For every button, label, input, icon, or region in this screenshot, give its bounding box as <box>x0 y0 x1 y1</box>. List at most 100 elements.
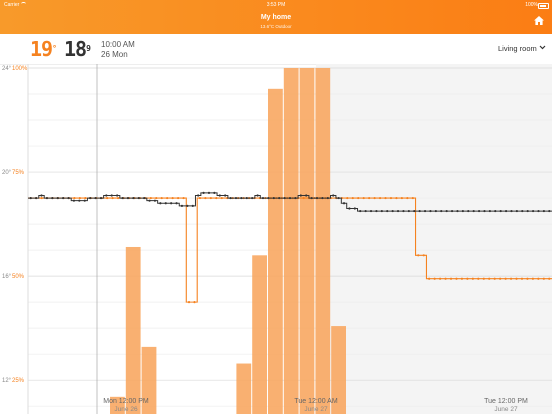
measured-point <box>94 196 97 200</box>
measured-point <box>240 196 243 200</box>
setpoint-point <box>177 196 180 200</box>
setpoint-point <box>477 277 480 280</box>
setpoint-point <box>149 196 152 200</box>
setpoint-point <box>444 277 447 280</box>
setpoint-point <box>400 196 403 200</box>
temperature-history-chart[interactable]: 24° 100%20° 75%16° 50%12° 25% Mon 12:00 PMJu… <box>0 64 552 414</box>
setpoint-point <box>433 277 436 280</box>
measured-point <box>526 209 529 213</box>
measured-point <box>531 209 535 213</box>
measured-point <box>472 209 475 213</box>
measured-point <box>218 194 221 197</box>
measured-point <box>40 194 43 197</box>
setpoint-point <box>389 196 393 200</box>
setpoint-point <box>449 277 453 280</box>
measured-point <box>105 194 108 197</box>
measured-point <box>202 191 205 194</box>
measured-point <box>132 196 135 200</box>
measured-point <box>35 196 38 200</box>
measured-point <box>164 202 167 205</box>
app-header <box>0 0 552 34</box>
setpoint-temperature[interactable]: 19° <box>30 37 57 61</box>
measured-point <box>213 191 216 194</box>
measured-point <box>159 202 162 205</box>
current-temperature: 189 <box>64 37 91 61</box>
room-selector-label[interactable]: Living room <box>498 44 537 53</box>
measured-point <box>234 196 238 200</box>
measured-point <box>359 209 362 213</box>
setpoint-point <box>215 196 218 200</box>
measured-point <box>450 209 454 213</box>
measured-point <box>521 209 524 213</box>
measured-point <box>207 191 211 194</box>
x-tick-label: Tue 12:00 PM <box>484 398 528 405</box>
setpoint-point <box>204 196 207 200</box>
measured-point <box>148 199 151 202</box>
measured-point <box>89 196 92 200</box>
measured-point <box>483 209 486 213</box>
x-tick-label: Tue 12:00 AM <box>294 398 337 405</box>
setpoint-point <box>493 277 496 280</box>
heating-bars <box>110 68 346 414</box>
measured-point <box>78 199 81 202</box>
heating-bar <box>141 346 157 414</box>
measured-point <box>342 202 346 205</box>
x-tick-label: Mon 12:00 PM <box>103 398 149 405</box>
setpoint-point <box>460 277 464 280</box>
measured-point <box>445 209 448 213</box>
setpoint-point <box>187 301 191 304</box>
measured-point <box>110 194 113 197</box>
measured-point <box>72 199 76 202</box>
measured-point <box>175 202 178 205</box>
measured-point <box>380 209 383 213</box>
measured-point <box>294 196 297 200</box>
measured-point <box>315 196 319 200</box>
measured-point <box>477 209 481 213</box>
status-battery-text: 100% <box>525 2 538 8</box>
setpoint-point <box>428 277 431 280</box>
y-tick-label-temp: 16° <box>2 274 12 280</box>
setpoint-point <box>378 196 382 200</box>
setpoint-point <box>171 196 174 200</box>
measured-point <box>137 196 140 200</box>
status-carrier: Carrier <box>4 2 27 8</box>
setpoint-point <box>373 196 376 200</box>
heating-bar <box>236 363 252 414</box>
setpoint-point <box>499 277 502 280</box>
setpoint-point <box>368 196 371 200</box>
setpoint-point <box>193 301 196 304</box>
setpoint-point <box>542 277 545 280</box>
measured-point <box>261 196 265 200</box>
y-tick-label-percent: 50% <box>12 274 25 280</box>
measured-point <box>413 209 416 213</box>
measured-point <box>321 196 324 200</box>
chevron-down-icon[interactable] <box>539 44 546 51</box>
measured-point <box>288 196 292 200</box>
setpoint-point <box>73 196 76 200</box>
wifi-icon <box>21 2 27 6</box>
setpoint-point <box>160 196 163 200</box>
measured-point <box>51 196 54 200</box>
measured-point <box>434 209 437 213</box>
setpoint-point <box>116 196 120 200</box>
setpoint-point <box>471 277 474 280</box>
setpoint-point <box>509 277 513 280</box>
setpoint-point <box>482 277 485 280</box>
measured-point <box>29 196 32 200</box>
measured-point <box>510 209 513 213</box>
measured-point <box>423 209 427 213</box>
measured-point <box>337 196 340 200</box>
measured-point <box>251 196 254 200</box>
measured-point <box>99 196 103 200</box>
home-title[interactable]: My home <box>260 14 292 21</box>
measured-point <box>537 209 540 213</box>
setpoint-point <box>351 196 354 200</box>
home-icon[interactable] <box>534 16 544 25</box>
setpoint-point <box>548 277 551 280</box>
x-tick-sublabel: June 27 <box>304 406 328 413</box>
measured-point <box>56 196 59 200</box>
measured-point <box>62 196 65 200</box>
x-tick-sublabel: June 26 <box>114 406 138 413</box>
measured-point <box>391 209 394 213</box>
